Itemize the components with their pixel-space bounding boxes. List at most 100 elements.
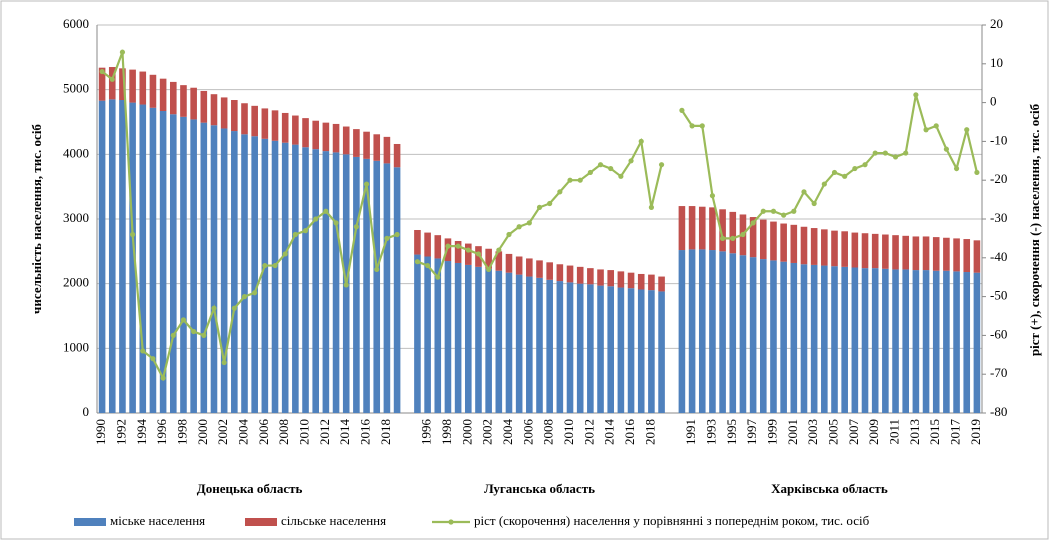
bar-urban xyxy=(108,99,116,413)
bar-rural xyxy=(536,260,543,278)
growth-marker xyxy=(475,251,482,257)
growth-marker xyxy=(180,317,187,323)
x-tick-label: 1998 xyxy=(439,419,454,445)
x-tick-label: 1993 xyxy=(703,419,718,445)
legend-label: ріст (скорочення) населення у порівнянні… xyxy=(474,513,870,528)
bar-rural xyxy=(678,206,686,251)
growth-marker xyxy=(333,220,339,226)
y-tick-label: 2000 xyxy=(63,275,89,290)
bar-urban xyxy=(515,274,523,413)
bar-urban xyxy=(231,131,238,413)
x-tick-label: 2007 xyxy=(846,419,861,446)
bar-rural xyxy=(963,239,971,273)
bar-rural xyxy=(312,120,320,150)
bar-rural xyxy=(922,236,930,271)
bar-urban xyxy=(139,104,147,413)
x-tick-label: 1990 xyxy=(93,419,108,445)
bar-urban xyxy=(353,156,360,414)
bar-rural xyxy=(454,240,462,263)
growth-marker xyxy=(465,247,471,253)
y2-tick-label: 20 xyxy=(990,16,1003,31)
bar-rural xyxy=(353,129,360,157)
growth-marker xyxy=(791,208,797,214)
growth-marker xyxy=(170,332,176,338)
x-tick-label: 1996 xyxy=(419,419,434,446)
x-tick-label: 2002 xyxy=(480,419,495,445)
bar-urban xyxy=(902,269,910,413)
bar-urban xyxy=(98,100,106,413)
bar-urban xyxy=(424,256,431,413)
bar-rural xyxy=(210,94,218,126)
growth-marker xyxy=(872,150,878,156)
x-tick-label: 2002 xyxy=(215,419,230,445)
bar-urban xyxy=(393,167,401,413)
x-tick-label: 2014 xyxy=(602,419,617,446)
growth-marker xyxy=(852,165,858,172)
bar-urban xyxy=(861,268,869,413)
y2-tick-label: -40 xyxy=(990,249,1007,264)
bar-urban xyxy=(678,250,686,413)
growth-marker xyxy=(394,231,400,238)
x-tick-label: 2016 xyxy=(358,419,373,446)
bar-urban xyxy=(627,288,635,413)
growth-marker xyxy=(363,181,370,187)
bar-rural xyxy=(871,233,879,269)
bar-urban xyxy=(159,111,167,414)
x-tick-label: 2018 xyxy=(378,419,393,445)
growth-marker xyxy=(130,231,136,238)
bar-urban xyxy=(973,272,981,413)
bar-urban xyxy=(444,261,452,413)
bar-urban xyxy=(434,258,442,413)
bar-urban xyxy=(841,266,848,413)
group-label: Харківська область xyxy=(771,481,888,496)
growth-marker xyxy=(536,204,543,210)
bar-urban xyxy=(587,284,594,413)
bar-rural xyxy=(119,68,126,101)
bar-rural xyxy=(719,209,726,252)
growth-marker xyxy=(486,266,492,273)
x-tick-label: 1997 xyxy=(744,419,759,446)
bar-urban xyxy=(770,260,777,413)
bar-rural xyxy=(434,235,442,259)
bar-rural xyxy=(698,206,706,250)
x-tick-label: 2008 xyxy=(276,419,291,445)
bar-urban xyxy=(709,250,716,413)
group-label: Донецька область xyxy=(197,481,303,496)
bar-urban xyxy=(637,289,645,413)
bar-urban xyxy=(719,251,726,413)
bar-rural xyxy=(373,134,381,161)
bar-rural xyxy=(607,270,615,287)
x-tick-label: 2010 xyxy=(297,419,312,445)
x-tick-label: 2001 xyxy=(785,419,800,445)
bar-rural xyxy=(800,226,808,265)
bar-urban xyxy=(322,151,330,413)
bar-urban xyxy=(739,255,747,413)
growth-marker xyxy=(252,290,258,296)
growth-marker xyxy=(425,262,431,269)
legend-label: сільське населення xyxy=(281,513,386,528)
bar-rural xyxy=(546,262,553,280)
bar-rural xyxy=(108,67,116,100)
group-label: Луганська область xyxy=(484,481,595,496)
bar-urban xyxy=(210,125,218,413)
bar-urban xyxy=(963,272,971,413)
bar-rural xyxy=(943,237,950,271)
bar-urban xyxy=(292,144,299,413)
x-tick-label: 1995 xyxy=(724,419,739,445)
x-tick-label: 2008 xyxy=(541,419,556,445)
x-tick-label: 2004 xyxy=(500,419,515,446)
bar-urban xyxy=(597,285,604,413)
bar-rural xyxy=(485,248,492,269)
x-tick-label: 2000 xyxy=(459,419,474,445)
bar-rural xyxy=(159,78,167,112)
bar-rural xyxy=(261,108,269,139)
bar-rural xyxy=(363,131,370,159)
growth-marker xyxy=(557,189,563,195)
bar-rural xyxy=(841,231,848,267)
bar-urban xyxy=(729,253,737,413)
bar-urban xyxy=(464,264,472,413)
growth-marker xyxy=(231,305,237,311)
bar-rural xyxy=(414,229,421,255)
bar-rural xyxy=(464,243,472,265)
bar-rural xyxy=(505,253,513,273)
